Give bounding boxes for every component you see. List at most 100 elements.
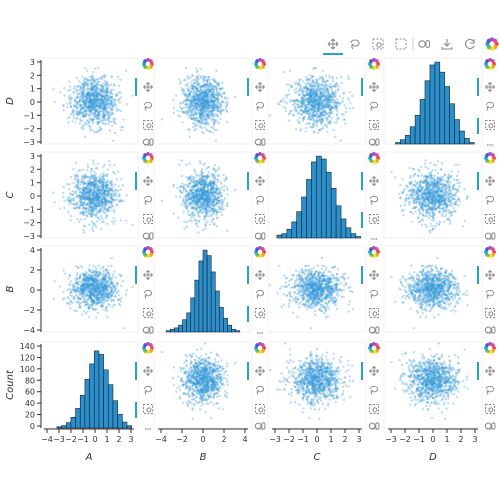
more-icon[interactable] [145, 144, 151, 146]
bokeh-logo[interactable] [484, 58, 496, 70]
scatter-point [104, 183, 107, 186]
scatter-point [131, 94, 134, 97]
scatter-point [74, 112, 78, 115]
box-zoom-icon[interactable] [369, 120, 379, 130]
histogram-bar [286, 228, 293, 239]
box-zoom-icon[interactable] [485, 120, 495, 130]
scatter-point [91, 119, 95, 122]
wheel-zoom-icon[interactable] [254, 138, 266, 146]
scatter-point [85, 106, 89, 109]
bokeh-logo[interactable] [485, 37, 499, 51]
save-icon[interactable] [441, 39, 453, 50]
scatter-point [89, 202, 93, 206]
scatter-point [78, 97, 82, 100]
lasso-icon[interactable] [369, 195, 379, 205]
pan-icon[interactable] [485, 82, 495, 92]
wheel-zoom-icon[interactable] [368, 138, 380, 146]
pan-icon[interactable] [255, 82, 265, 92]
scatter-point [77, 101, 80, 104]
scatter-point [115, 178, 119, 181]
scatter-point [73, 105, 77, 109]
scatter-point [212, 124, 215, 127]
pan-icon[interactable] [143, 82, 153, 92]
box-select-icon[interactable] [395, 38, 407, 50]
scatter-point [335, 121, 339, 124]
scatter-point [97, 98, 100, 101]
lasso-icon[interactable] [143, 101, 153, 111]
scatter-point [74, 174, 77, 178]
scatter-point [96, 78, 99, 81]
scatter-point [101, 220, 104, 224]
box-zoom-icon[interactable] [255, 120, 265, 130]
histogram-panel[interactable] [383, 57, 496, 146]
pan-icon[interactable] [255, 176, 265, 186]
scatter-point [306, 78, 309, 81]
pan-icon[interactable] [143, 176, 153, 186]
scatter-point [220, 86, 223, 90]
pan-icon[interactable] [327, 38, 339, 50]
histogram-panel[interactable] [267, 151, 380, 240]
scatter-point [317, 128, 321, 132]
scatter-point [78, 220, 81, 224]
scatter-point [344, 107, 348, 110]
more-icon[interactable] [257, 238, 263, 240]
lasso-icon[interactable] [485, 101, 495, 111]
scatter-point [97, 185, 100, 189]
scatter-point [86, 94, 89, 97]
pan-icon[interactable] [369, 176, 379, 186]
box-zoom-icon[interactable] [143, 214, 153, 224]
scatter-point [182, 100, 185, 103]
scatter-point [88, 100, 91, 104]
scatter-point [79, 111, 82, 114]
scatter-point [103, 107, 107, 110]
more-icon[interactable] [371, 238, 377, 240]
scatter-point [327, 92, 330, 96]
scatter-panel[interactable] [153, 57, 266, 146]
scatter-point [198, 215, 201, 218]
scatter-point [195, 93, 198, 97]
more-icon[interactable] [487, 144, 493, 146]
wheel-zoom-icon[interactable] [254, 232, 266, 240]
lasso-icon[interactable] [369, 101, 379, 111]
scatter-point [102, 81, 105, 85]
scatter-point [179, 80, 182, 83]
histogram-bar [449, 103, 455, 145]
wheel-zoom-icon[interactable] [142, 232, 154, 240]
scatter-panel[interactable] [267, 57, 380, 146]
scatter-panel[interactable] [153, 151, 266, 240]
scatter-point [90, 93, 93, 97]
lasso-icon[interactable] [350, 39, 360, 50]
scatter-panel[interactable] [39, 151, 154, 240]
scatter-point [119, 91, 122, 94]
pan-icon[interactable] [369, 82, 379, 92]
scatter-point [102, 116, 106, 119]
box-zoom-icon[interactable] [143, 120, 153, 130]
bokeh-logo[interactable] [254, 58, 266, 70]
scatter-point [106, 117, 109, 120]
scatter-point [216, 100, 220, 104]
bokeh-logo[interactable] [142, 152, 154, 164]
more-icon[interactable] [371, 144, 377, 146]
box-zoom-icon[interactable] [255, 214, 265, 224]
bokeh-logo[interactable] [368, 152, 380, 164]
bokeh-logo[interactable] [368, 58, 380, 70]
lasso-icon[interactable] [255, 101, 265, 111]
box-zoom-icon[interactable] [369, 214, 379, 224]
scatter-point [88, 75, 92, 79]
bokeh-logo[interactable] [142, 58, 154, 70]
bokeh-logo[interactable] [254, 152, 266, 164]
box-zoom-icon[interactable] [372, 38, 384, 50]
scatter-point [185, 225, 188, 228]
wheel-zoom-icon[interactable] [418, 40, 430, 48]
scatter-point [200, 119, 203, 123]
lasso-icon[interactable] [143, 195, 153, 205]
more-icon[interactable] [145, 238, 151, 240]
scatter-point [215, 191, 218, 194]
scatter-panel[interactable] [383, 151, 496, 240]
reset-icon[interactable] [464, 38, 475, 50]
lasso-icon[interactable] [255, 195, 265, 205]
wheel-zoom-icon[interactable] [142, 138, 154, 146]
scatter-panel[interactable] [39, 57, 154, 146]
more-icon[interactable] [257, 144, 263, 146]
scatter-point [99, 99, 102, 102]
